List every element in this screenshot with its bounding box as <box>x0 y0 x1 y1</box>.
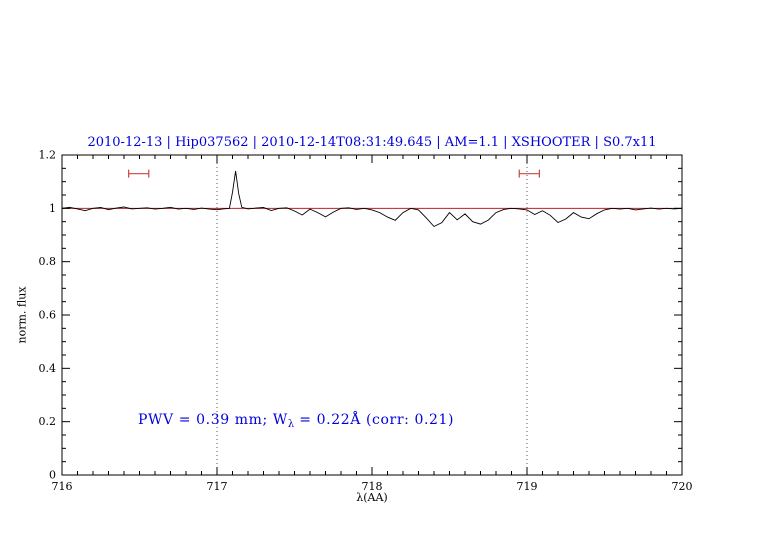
x-tick-label: 717 <box>207 480 228 493</box>
y-tick-label: 1 <box>49 202 56 215</box>
annotation-post: = 0.22Å (corr: 0.21) <box>294 412 455 428</box>
y-tick-label: 0.4 <box>39 362 57 375</box>
y-tick-label: 0 <box>49 469 56 482</box>
x-tick-label: 720 <box>672 480 693 493</box>
x-tick-label: 716 <box>52 480 73 493</box>
plot-title: 2010-12-13 | Hip037562 | 2010-12-14T08:3… <box>87 135 657 150</box>
y-tick-label: 1.2 <box>39 149 57 162</box>
range-marker <box>128 169 150 178</box>
x-tick-label: 719 <box>517 480 538 493</box>
x-tick-label: 718 <box>362 480 383 493</box>
x-axis-label: λ(AA) <box>356 491 388 504</box>
spectrum-line <box>61 170 683 228</box>
pwv-annotation: PWV = 0.39 mm; Wλ = 0.22Å (corr: 0.21) <box>138 412 454 430</box>
annotation-pre: PWV = 0.39 mm; W <box>138 412 288 428</box>
range-marker <box>518 169 540 178</box>
y-tick-label: 0.2 <box>39 415 57 428</box>
y-tick-label: 0.8 <box>39 255 57 268</box>
annotation-lambda-subscript: λ <box>287 419 295 430</box>
y-tick-label: 0.6 <box>39 309 57 322</box>
